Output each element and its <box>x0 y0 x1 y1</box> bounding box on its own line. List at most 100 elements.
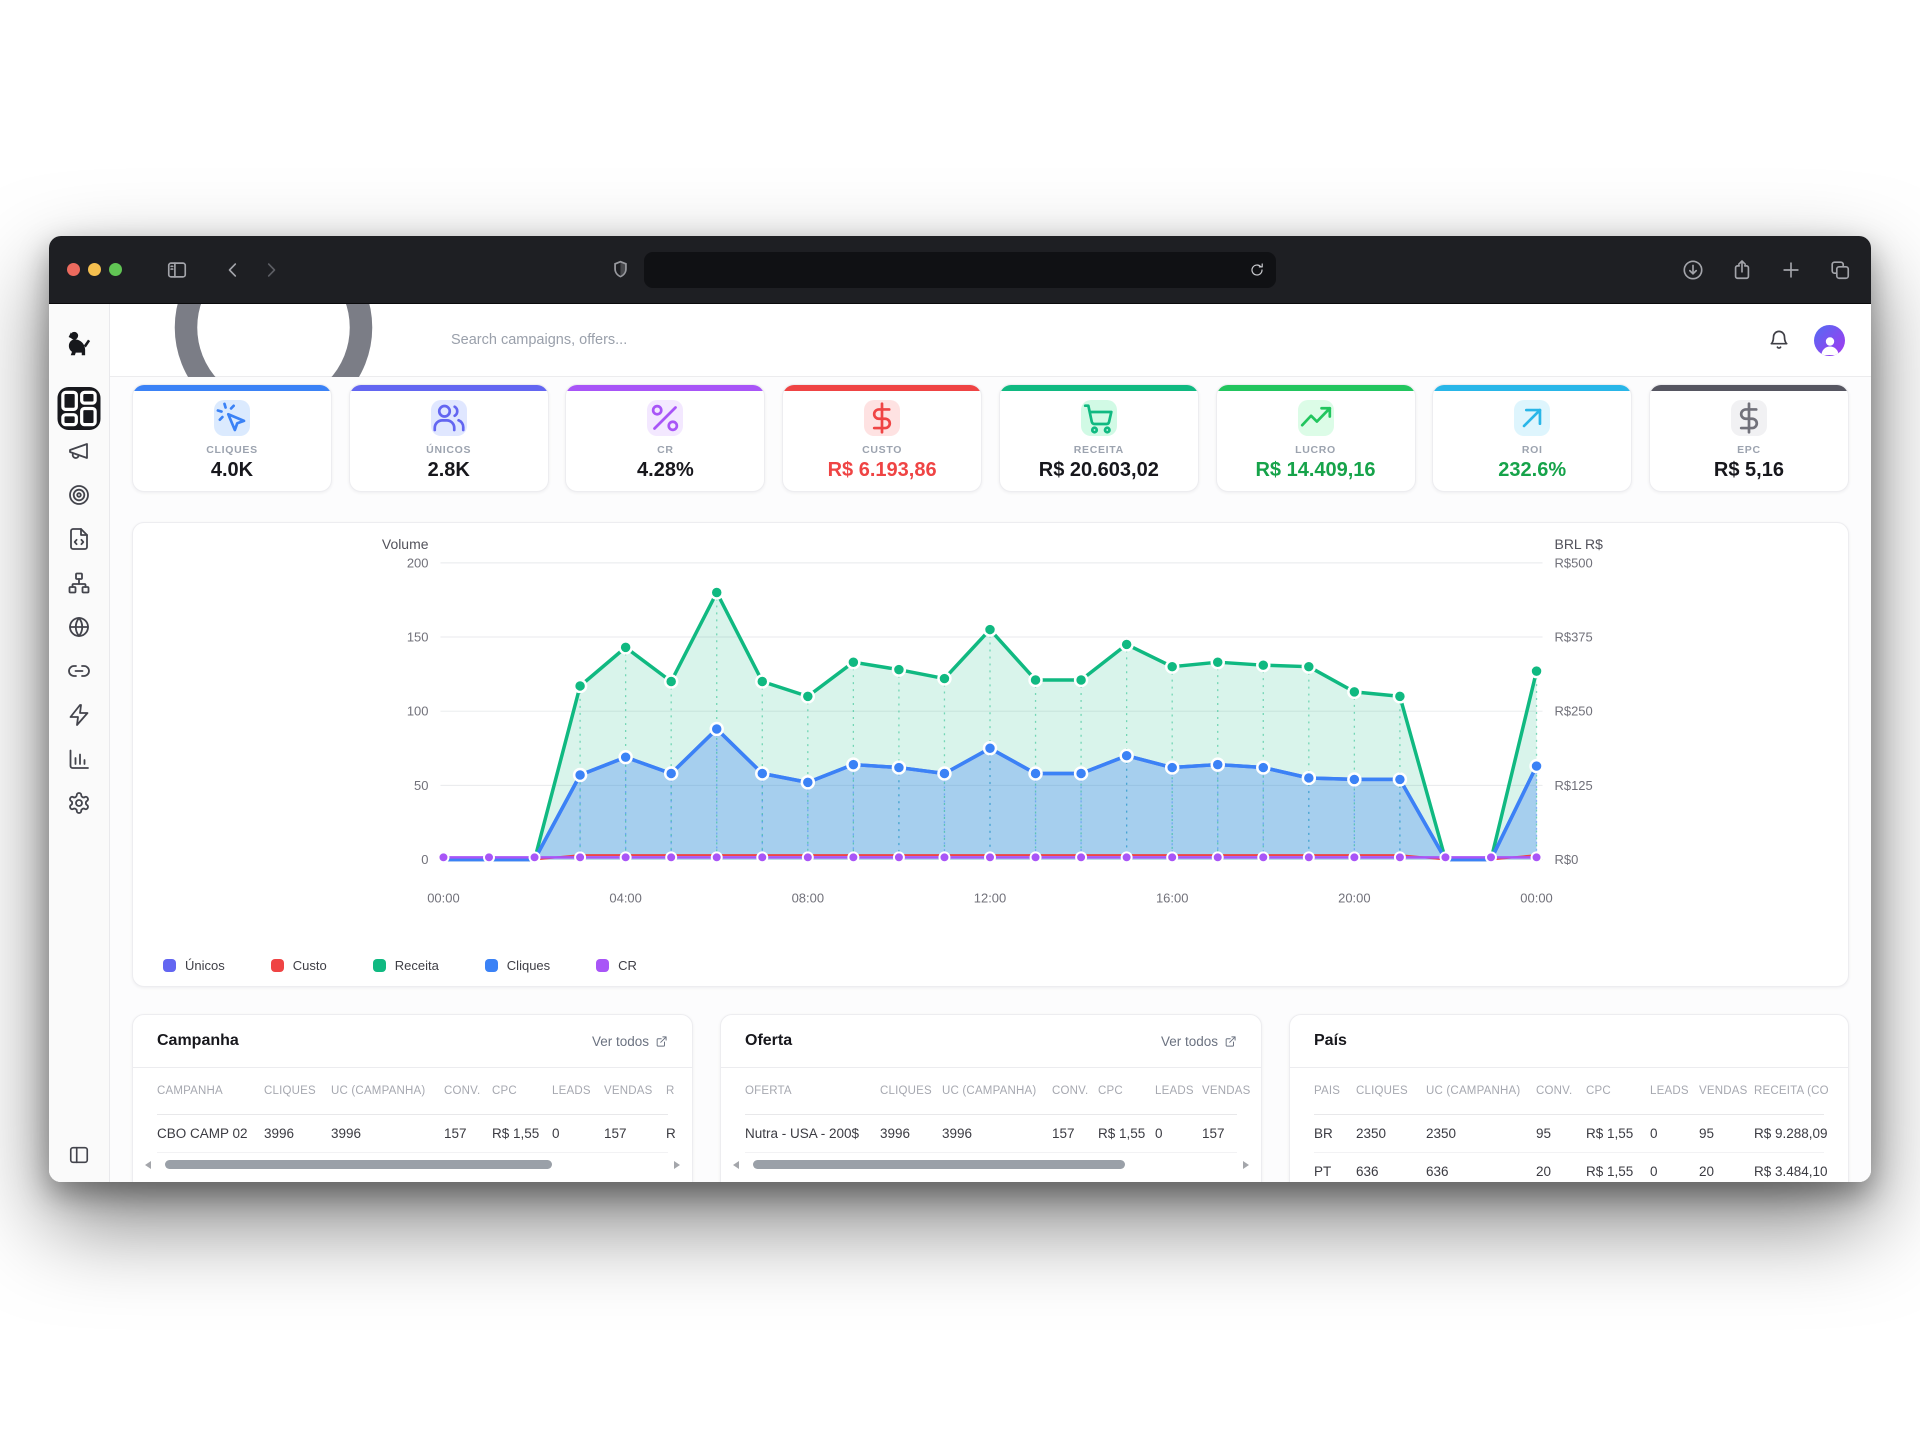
metric-cards-row: CLIQUES 4.0K ÚNICOS 2.8K CR 4.28% CUSTO R$ 6.19… <box>132 384 1849 492</box>
legend-item-custo[interactable]: Custo <box>270 958 327 973</box>
summary-tables-row: Campanha Ver todos CAMPANHA CLIQUES UC (CAMP… <box>132 1014 1849 1182</box>
downloads-icon[interactable] <box>1682 259 1704 281</box>
sidebar-item-flows[interactable] <box>67 571 91 595</box>
scroll-right-arrow[interactable] <box>674 1160 680 1169</box>
metric-accent-bar <box>133 385 331 391</box>
cell: 2350 <box>1426 1126 1457 1141</box>
sidebar-item-settings[interactable] <box>67 791 91 815</box>
percent-icon <box>647 400 684 436</box>
metric-label: EPC <box>1737 444 1761 456</box>
sidebar-item-links[interactable] <box>67 659 91 683</box>
sidebar-item-landers[interactable] <box>67 527 91 551</box>
cell: 3996 <box>331 1126 362 1141</box>
minimize-window-button[interactable] <box>88 263 101 276</box>
metric-accent-bar <box>783 385 982 391</box>
metric-card-cr: CR 4.28% <box>565 384 766 492</box>
table-header-row: CAMPANHA CLIQUES UC (CAMPANHA) CONV. CPC LEAD… <box>157 1068 674 1115</box>
metric-label: CR <box>657 444 674 456</box>
legend-item-cr[interactable]: CR <box>596 958 637 973</box>
cell: 157 <box>1202 1126 1225 1141</box>
legend-swatch <box>484 959 498 972</box>
scrollbar-thumb[interactable] <box>753 1160 1126 1169</box>
sidebar-item-domains[interactable] <box>67 615 91 639</box>
cell: R$ 3.484,10 <box>1754 1164 1828 1179</box>
cell: BR <box>1314 1126 1333 1141</box>
legend-label: Cliques <box>506 958 551 973</box>
cell: 95 <box>1699 1126 1715 1141</box>
cell: R$ 1,55 <box>1586 1126 1634 1141</box>
column-header: UC (CAMPANHA) <box>331 1085 426 1097</box>
sidebar-item-campaigns[interactable] <box>67 439 91 463</box>
metric-card-receita: RECEITA R$ 20.603,02 <box>998 384 1199 492</box>
metric-value: 4.28% <box>637 459 694 481</box>
column-header: VENDAS <box>1202 1085 1251 1097</box>
svg-text:200: 200 <box>407 555 429 570</box>
horizontal-scrollbar[interactable] <box>133 1153 692 1169</box>
search-input[interactable] <box>449 331 873 349</box>
browser-sidebar-toggle-icon[interactable] <box>166 259 188 281</box>
app-header <box>110 236 1871 452</box>
ver-todos-link[interactable]: Ver todos <box>592 1034 668 1049</box>
tab-overview-icon[interactable] <box>1829 259 1851 281</box>
sidebar-item-dashboard[interactable] <box>57 387 101 430</box>
sidebar-item-automation[interactable] <box>67 703 91 727</box>
legend-label: Custo <box>292 958 327 973</box>
metric-accent-bar <box>1649 385 1848 391</box>
svg-text:08:00: 08:00 <box>792 890 824 905</box>
scrollbar-thumb[interactable] <box>165 1160 552 1169</box>
cell: 0 <box>1155 1126 1163 1141</box>
metric-card-custo: CUSTO R$ 6.193,86 <box>782 384 983 492</box>
column-header: CLIQUES <box>1356 1085 1408 1097</box>
metric-label: CUSTO <box>862 444 903 456</box>
column-header: UC (CAMPANHA) <box>942 1085 1037 1097</box>
address-bar[interactable] <box>644 252 1276 288</box>
scroll-right-arrow[interactable] <box>1243 1160 1249 1169</box>
cell: 3996 <box>880 1126 911 1141</box>
cell: 3996 <box>264 1126 295 1141</box>
sidebar-item-offers[interactable] <box>67 483 91 507</box>
cell: 636 <box>1356 1164 1379 1179</box>
cell: 20 <box>1699 1164 1715 1179</box>
external-link-icon <box>655 1035 668 1048</box>
sidebar-item-reports[interactable] <box>67 747 91 771</box>
cell: R <box>666 1126 676 1141</box>
svg-text:00:00: 00:00 <box>1520 890 1552 905</box>
column-header: VENDAS <box>1699 1085 1748 1097</box>
metric-value: R$ 6.193,86 <box>827 459 937 481</box>
horizontal-scrollbar[interactable] <box>721 1153 1261 1169</box>
cell: R$ 1,55 <box>1098 1126 1146 1141</box>
table-title: País <box>1314 1032 1347 1049</box>
legend-item-receita[interactable]: Receita <box>372 958 439 973</box>
column-header: CLIQUES <box>264 1085 316 1097</box>
scrollbar-track[interactable] <box>158 1160 667 1169</box>
legend-item-únicos[interactable]: Únicos <box>163 958 225 973</box>
new-tab-icon[interactable] <box>1780 259 1802 281</box>
svg-text:0: 0 <box>421 852 428 867</box>
table-row: BR 2350 2350 95 R$ 1,55 0 95 R$ 9.288,09 <box>1314 1115 1828 1153</box>
metric-accent-bar <box>566 385 765 391</box>
cell: 20 <box>1536 1164 1552 1179</box>
legend-item-cliques[interactable]: Cliques <box>484 958 551 973</box>
scroll-left-arrow[interactable] <box>145 1160 151 1169</box>
notifications-bell-icon[interactable] <box>1768 329 1790 351</box>
dashboard-content: CLIQUES 4.0K ÚNICOS 2.8K CR 4.28% CUSTO R$ 6.19… <box>110 377 1871 1182</box>
back-icon[interactable] <box>222 259 244 281</box>
zoom-window-button[interactable] <box>109 263 122 276</box>
close-window-button[interactable] <box>67 263 80 276</box>
cell: CBO CAMP 02 <box>157 1126 248 1141</box>
cell: 636 <box>1426 1164 1449 1179</box>
metric-card-lucro: LUCRO R$ 14.409,16 <box>1215 384 1416 492</box>
scroll-left-arrow[interactable] <box>733 1160 739 1169</box>
svg-text:16:00: 16:00 <box>1156 890 1188 905</box>
ver-todos-link[interactable]: Ver todos <box>1161 1034 1237 1049</box>
metric-accent-bar <box>349 385 548 391</box>
metric-value: R$ 20.603,02 <box>1038 459 1159 481</box>
reload-icon[interactable] <box>1249 262 1265 278</box>
scrollbar-track[interactable] <box>746 1160 1236 1169</box>
share-icon[interactable] <box>1731 259 1753 281</box>
forward-icon[interactable] <box>260 259 282 281</box>
column-header: CAMPANHA <box>157 1085 223 1097</box>
avatar[interactable] <box>1814 324 1845 356</box>
metric-value: 232.6% <box>1498 459 1567 481</box>
collapse-sidebar-icon[interactable] <box>68 1144 90 1166</box>
